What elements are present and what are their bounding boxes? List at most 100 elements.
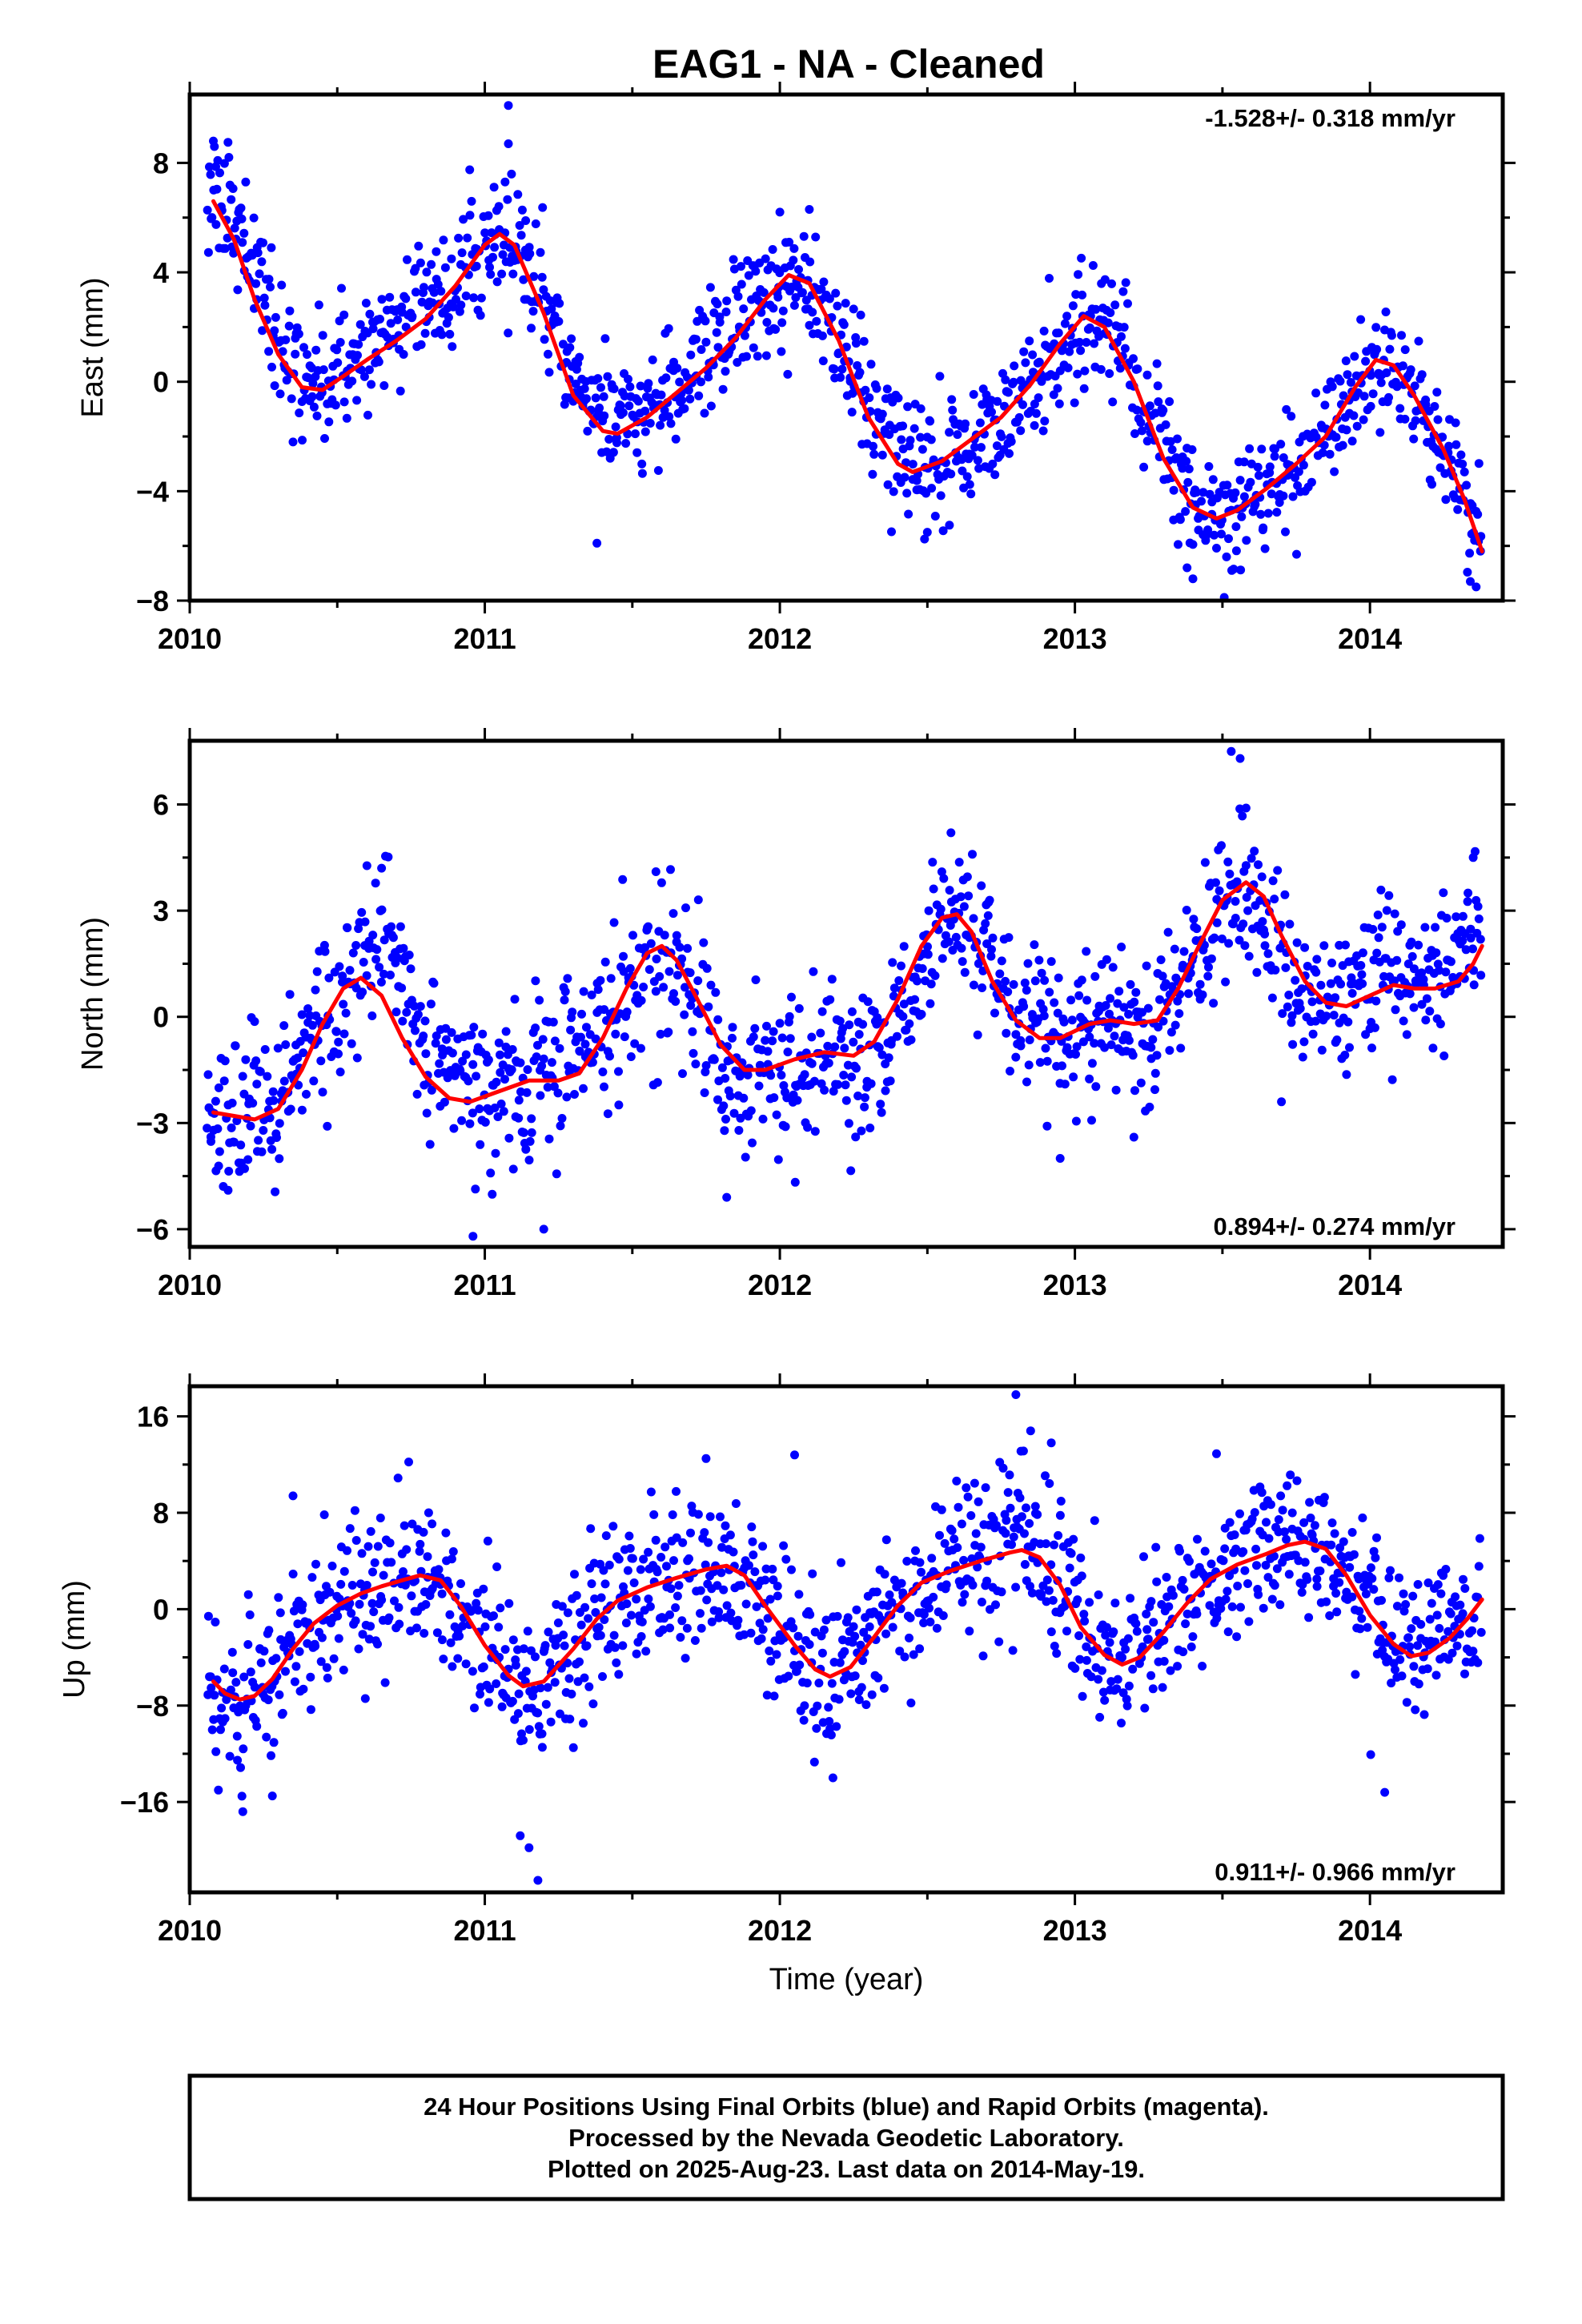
up-data-point — [291, 1662, 301, 1671]
east-data-point — [1474, 459, 1484, 468]
north-data-point — [432, 1031, 441, 1040]
north-data-point — [1390, 976, 1399, 986]
east-data-point — [219, 159, 229, 168]
north-data-point — [741, 1152, 750, 1162]
east-data-point — [1453, 505, 1463, 514]
up-data-point — [938, 1611, 948, 1620]
north-y-tick-label: 0 — [153, 1001, 169, 1034]
north-data-point — [1288, 1039, 1298, 1049]
east-data-point — [684, 385, 693, 395]
up-data-point — [900, 1652, 909, 1662]
north-data-point — [359, 958, 368, 967]
east-data-point — [712, 328, 721, 337]
north-data-point — [286, 1104, 295, 1114]
up-data-point — [1294, 1556, 1303, 1566]
north-data-point — [214, 1083, 223, 1092]
east-x-tick-label: 2011 — [453, 622, 516, 655]
east-data-point — [847, 408, 857, 417]
east-data-point — [1053, 384, 1062, 393]
up-data-point — [1151, 1542, 1161, 1552]
north-data-point — [728, 1033, 737, 1043]
north-data-point — [1041, 1043, 1050, 1053]
north-data-point — [548, 1017, 558, 1027]
north-data-point — [750, 1023, 760, 1033]
east-data-point — [1010, 361, 1019, 371]
up-data-point — [970, 1478, 979, 1488]
north-data-point — [884, 1053, 893, 1063]
up-data-point — [905, 1613, 915, 1622]
east-data-point — [927, 484, 937, 493]
up-data-point — [656, 1553, 666, 1562]
north-data-point — [1087, 1116, 1096, 1125]
up-data-point — [1122, 1695, 1131, 1704]
up-data-point — [632, 1594, 641, 1604]
east-data-point — [1120, 344, 1130, 353]
north-data-point — [669, 989, 678, 999]
east-data-point — [1432, 388, 1442, 397]
north-data-point — [377, 863, 387, 873]
east-data-point — [1136, 418, 1146, 428]
north-data-point — [729, 1108, 739, 1118]
up-data-point — [543, 1683, 552, 1692]
east-data-point — [1359, 415, 1368, 424]
north-data-point — [825, 995, 835, 1004]
north-data-point — [951, 932, 961, 942]
up-data-point — [926, 1617, 935, 1626]
up-data-point — [288, 1570, 298, 1578]
up-data-point — [861, 1700, 871, 1710]
east-data-point — [1441, 495, 1451, 505]
east-data-point — [1270, 452, 1279, 461]
north-fit-line — [211, 880, 1484, 1122]
up-data-point — [641, 1647, 651, 1656]
east-data-point — [753, 352, 762, 361]
up-data-point — [1139, 1552, 1148, 1562]
north-data-point — [1129, 1132, 1138, 1142]
north-data-point — [568, 1007, 577, 1017]
up-data-point — [523, 1626, 532, 1636]
up-data-point — [879, 1683, 889, 1693]
east-data-point — [1411, 416, 1420, 425]
north-data-point — [553, 1088, 563, 1098]
east-data-point — [527, 324, 536, 333]
north-data-point — [467, 1031, 476, 1039]
up-data-point — [947, 1526, 957, 1535]
north-data-point — [1458, 911, 1468, 921]
east-data-point — [1421, 400, 1431, 409]
east-data-point — [1049, 390, 1058, 400]
north-data-point — [252, 1080, 262, 1089]
up-data-point — [814, 1679, 824, 1688]
north-data-point — [720, 1126, 729, 1136]
east-data-point — [1154, 397, 1163, 407]
up-data-point — [366, 1526, 375, 1536]
east-data-point — [1030, 400, 1039, 408]
east-data-point — [691, 335, 701, 344]
north-data-point — [683, 943, 693, 953]
east-data-point — [1119, 323, 1129, 332]
east-data-point — [866, 360, 876, 369]
north-data-point — [575, 1047, 584, 1056]
north-data-point — [841, 1096, 851, 1105]
east-data-point — [837, 364, 847, 374]
up-data-point — [1152, 1577, 1162, 1586]
north-data-point — [1409, 964, 1419, 974]
east-data-point — [1187, 445, 1197, 454]
north-data-point — [669, 909, 678, 919]
up-data-point — [740, 1630, 749, 1639]
east-data-point — [789, 300, 799, 310]
north-data-point — [1283, 1002, 1292, 1011]
north-data-point — [1367, 1043, 1376, 1053]
north-data-point — [995, 969, 1005, 979]
north-data-point — [1311, 967, 1321, 977]
north-data-point — [1182, 906, 1191, 915]
north-data-point — [537, 1061, 547, 1071]
north-data-point — [656, 878, 666, 887]
east-data-point — [969, 390, 978, 399]
north-data-point — [739, 1093, 749, 1103]
east-data-point — [666, 419, 676, 428]
east-data-point — [945, 521, 954, 530]
up-data-point — [1050, 1642, 1059, 1651]
north-data-point — [1250, 846, 1259, 856]
up-data-point — [1282, 1534, 1291, 1544]
north-data-point — [579, 1084, 588, 1093]
up-data-point — [387, 1558, 396, 1567]
